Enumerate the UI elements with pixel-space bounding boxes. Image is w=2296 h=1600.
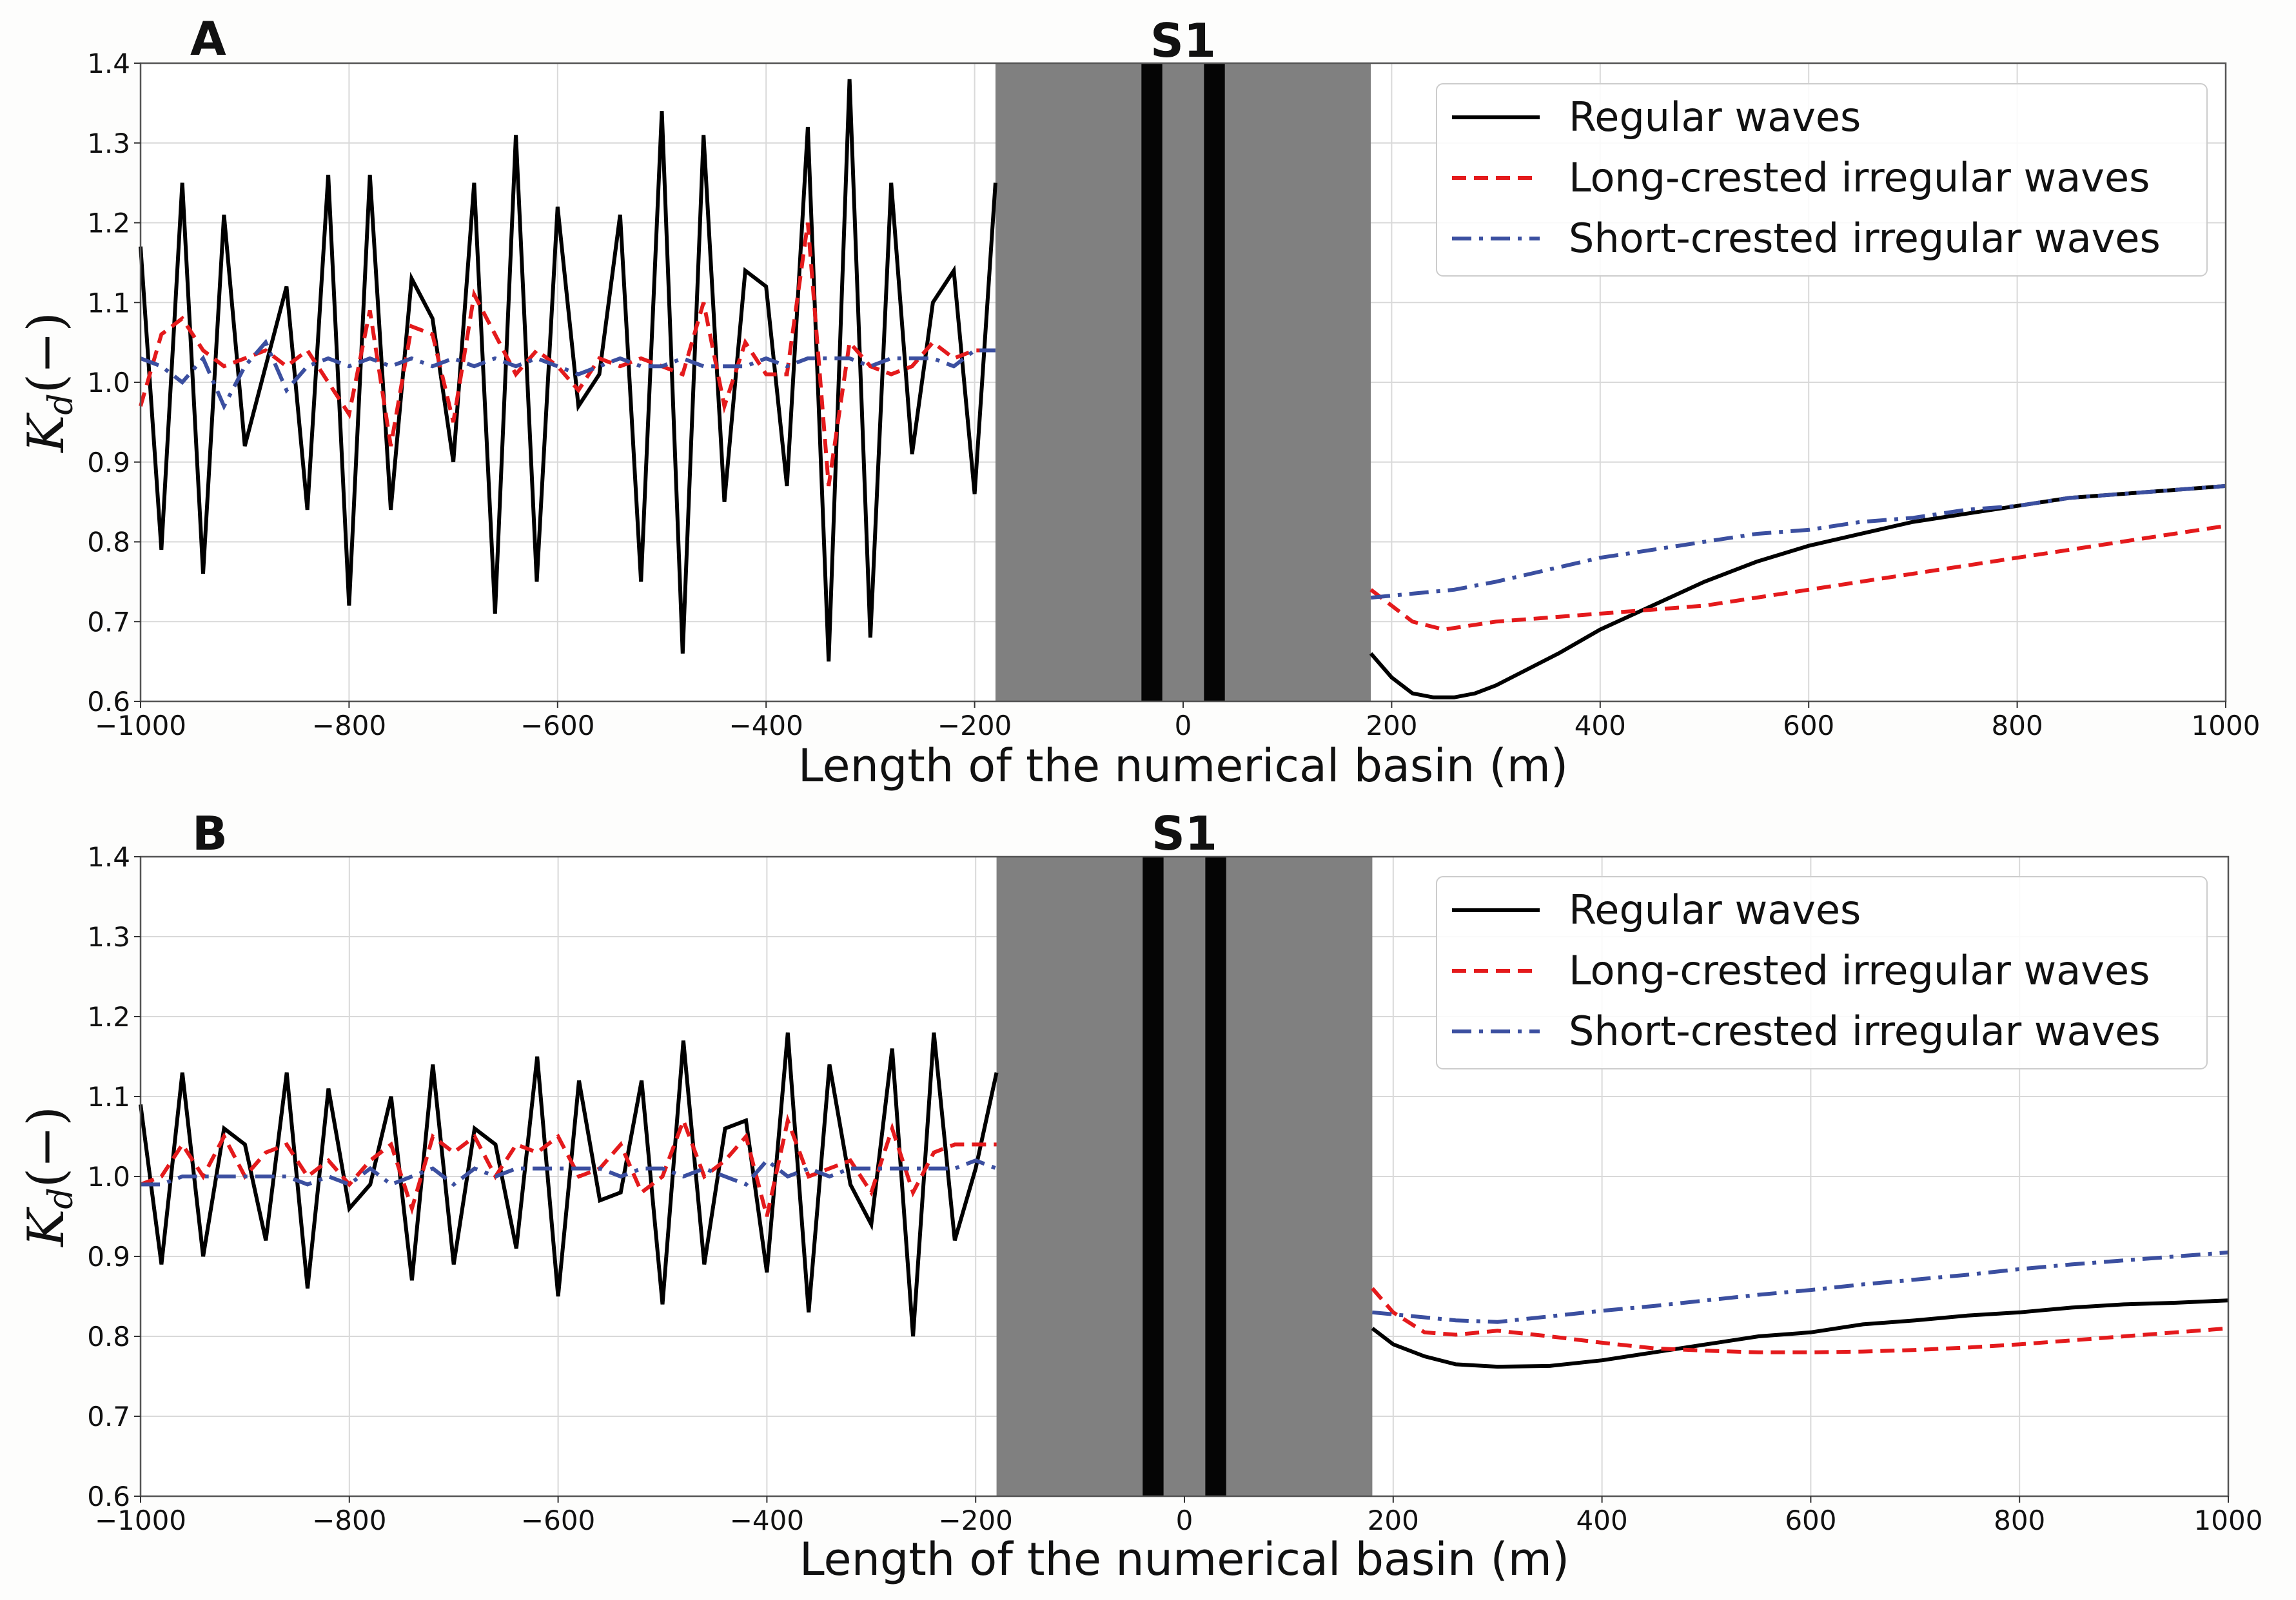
x-tick-label: −800 xyxy=(312,1505,386,1536)
y-axis-label-main: K xyxy=(17,412,75,454)
legend: Regular waves Long-crested irregular wave… xyxy=(1436,83,2208,277)
y-tick-label: 1.1 xyxy=(87,287,130,318)
y-axis-label-main: K xyxy=(17,1206,75,1248)
y-tick-label: 0.8 xyxy=(87,1321,130,1352)
panel-b: −1000 −800 −600 −400 −200 0 200 400 600 800 1000 0.… xyxy=(17,806,2262,1586)
y-tick-label: 0.6 xyxy=(87,1481,130,1512)
y-tick-label: 1.2 xyxy=(87,208,130,239)
x-tick-label: −400 xyxy=(729,710,803,741)
series-line-3 xyxy=(141,1158,2229,1324)
x-tick-label: 600 xyxy=(1783,710,1834,741)
x-tick-label: 800 xyxy=(1994,1505,2045,1536)
series-line-1 xyxy=(139,79,2226,699)
y-axis-label: Kd(−) xyxy=(17,312,81,454)
structure-label: S1 xyxy=(1150,14,1216,68)
y-tick-label: 1.4 xyxy=(87,841,130,873)
legend-label-3: Short-crested irregular waves xyxy=(1569,1008,2161,1055)
x-tick-label: 200 xyxy=(1368,1505,1419,1536)
y-tick-label: 1.0 xyxy=(87,367,130,398)
x-tick-label: 600 xyxy=(1785,1505,1836,1536)
x-tick-label: −600 xyxy=(521,1505,595,1536)
x-tick-label: 1000 xyxy=(2194,1505,2263,1536)
legend-label-2: Long-crested irregular waves xyxy=(1569,154,2150,201)
legend-label-2: Long-crested irregular waves xyxy=(1569,947,2150,994)
x-tick-label: 400 xyxy=(1576,1505,1628,1536)
panel-letter: A xyxy=(190,12,226,66)
x-tick-label: 800 xyxy=(1992,710,2043,741)
panel-a: −1000 −800 −600 −400 −200 0 200 400 600 800 1000 0.… xyxy=(17,12,2260,792)
legend-label-1: Regular waves xyxy=(1569,93,1861,141)
x-tick-label: 0 xyxy=(1175,710,1192,741)
x-tick-label: −1000 xyxy=(95,710,186,741)
structure-wall xyxy=(1205,857,1226,1496)
structure-wall xyxy=(1143,857,1164,1496)
y-tick-label: 1.0 xyxy=(87,1161,130,1193)
x-tick-label: −600 xyxy=(520,710,594,741)
y-tick-label: 1.1 xyxy=(87,1081,130,1113)
y-tick-label: 0.7 xyxy=(87,606,130,638)
y-tick-label: 0.8 xyxy=(87,527,130,558)
x-tick-label: 400 xyxy=(1575,710,1626,741)
legend-box xyxy=(1436,876,2208,1069)
structure-wall xyxy=(1204,63,1225,701)
x-tick-label: −1000 xyxy=(95,1505,186,1536)
y-tick-label: 1.4 xyxy=(87,48,130,79)
x-tick-label: 0 xyxy=(1176,1505,1193,1536)
x-axis-label: Length of the numerical basin (m) xyxy=(800,1533,1570,1586)
panel-letter: B xyxy=(192,806,228,861)
legend-box xyxy=(1436,83,2208,277)
series-line-2 xyxy=(139,222,2226,632)
x-tick-label: 1000 xyxy=(2192,710,2261,741)
y-tick-label: 1.2 xyxy=(87,1001,130,1033)
x-tick-label: −400 xyxy=(730,1505,804,1536)
legend: Regular waves Long-crested irregular wave… xyxy=(1436,876,2208,1069)
x-tick-label: −200 xyxy=(937,710,1012,741)
y-axis-label-subscript: d xyxy=(42,393,81,415)
y-tick-label: 1.3 xyxy=(87,128,130,159)
y-tick-label: 0.9 xyxy=(87,1241,130,1273)
structure-wall xyxy=(1141,63,1163,701)
series-line-1 xyxy=(139,1032,2229,1369)
legend-label-1: Regular waves xyxy=(1569,886,1861,933)
x-tick-label: −200 xyxy=(939,1505,1013,1536)
structure-zone xyxy=(995,63,1371,701)
structure-zone xyxy=(996,857,1373,1496)
y-tick-label: 0.6 xyxy=(87,686,130,717)
x-tick-label: −800 xyxy=(312,710,386,741)
legend-label-3: Short-crested irregular waves xyxy=(1569,215,2161,262)
series-line-2 xyxy=(139,1113,2229,1354)
y-axis-label-units: (−) xyxy=(17,312,75,393)
y-axis-label: Kd(−) xyxy=(17,1106,81,1248)
y-axis-label-subscript: d xyxy=(42,1187,81,1209)
y-tick-label: 0.9 xyxy=(87,447,130,478)
structure-label: S1 xyxy=(1152,806,1217,861)
x-axis-label: Length of the numerical basin (m) xyxy=(798,739,1569,792)
y-tick-label: 1.3 xyxy=(87,921,130,953)
y-tick-label: 0.7 xyxy=(87,1401,130,1432)
series-line-3 xyxy=(139,338,2226,600)
x-tick-label: 200 xyxy=(1366,710,1417,741)
y-axis-label-units: (−) xyxy=(17,1106,75,1187)
